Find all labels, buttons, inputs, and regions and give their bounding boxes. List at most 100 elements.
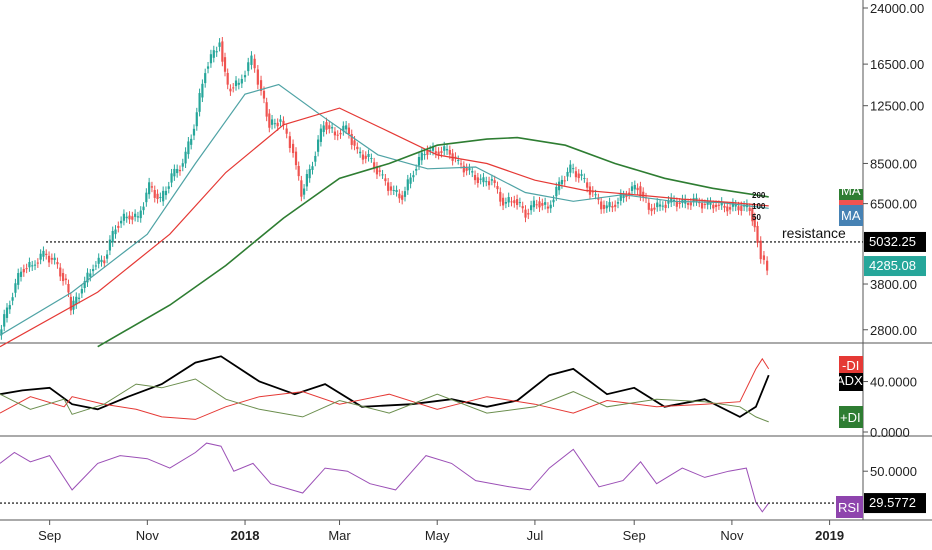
moving-average-200-line — [97, 136, 769, 348]
candle-body — [401, 195, 404, 200]
candle-body — [392, 189, 395, 191]
candle-body — [198, 93, 201, 112]
candle-body — [473, 174, 477, 181]
candle-body — [586, 182, 589, 188]
candle-body — [412, 175, 415, 178]
candle-body — [145, 192, 148, 203]
candle-body — [339, 132, 342, 135]
candle-body — [656, 202, 659, 208]
candle-body — [658, 204, 662, 207]
candle-body — [619, 193, 622, 201]
candle-body — [148, 182, 151, 195]
candle-body — [240, 78, 243, 84]
ma-legend-badge-text: MA — [841, 208, 861, 223]
candle-body — [39, 253, 42, 260]
candle-body — [347, 127, 351, 135]
candle-body — [253, 58, 256, 69]
candle-body — [429, 149, 432, 151]
candle-body — [628, 192, 631, 195]
candle-body — [558, 181, 561, 191]
candle-body — [89, 273, 92, 277]
candle-body — [448, 149, 451, 155]
candle-body — [751, 208, 754, 222]
candle-body — [300, 180, 303, 197]
candle-body — [555, 186, 558, 197]
candle-body — [150, 186, 154, 188]
price-panel[interactable]: resistance 200 100 50 — [0, 36, 863, 348]
ma-label-100: 100 — [752, 202, 766, 211]
candle-body — [181, 163, 184, 167]
candle-body — [342, 125, 345, 132]
candle-body — [142, 206, 145, 211]
candle-body — [672, 199, 676, 202]
candle-body — [625, 195, 628, 198]
candle-body — [465, 167, 468, 171]
candle-body — [131, 216, 134, 220]
candle-body — [134, 213, 137, 217]
candle-body — [731, 202, 735, 207]
candle-body — [153, 190, 156, 198]
candle-body — [743, 205, 746, 207]
candle-body — [759, 240, 762, 260]
candle-body — [499, 191, 502, 202]
candle-body — [647, 202, 650, 210]
candle-body — [740, 205, 743, 211]
candle-body — [636, 187, 639, 191]
candle-body — [642, 191, 645, 197]
candle-body — [443, 146, 446, 151]
rsi-tick-label: 50.0000 — [870, 464, 917, 479]
candle-body — [128, 215, 131, 220]
candle-body — [566, 171, 569, 177]
candle-body — [17, 273, 20, 285]
candle-body — [8, 305, 11, 310]
candle-body — [563, 180, 566, 182]
candle-body — [25, 268, 28, 270]
candle-body — [100, 259, 103, 263]
candle-body — [167, 186, 170, 189]
candle-body — [485, 181, 488, 183]
candle-body — [633, 184, 636, 190]
last-price-badge-text: 4285.08 — [869, 258, 916, 273]
dmi-adx-line — [0, 355, 770, 418]
candle-body — [305, 174, 308, 187]
plus-di-badge-text: +DI — [840, 410, 861, 425]
candle-body — [212, 50, 215, 58]
candle-body — [83, 281, 86, 289]
candle-body — [577, 173, 580, 179]
candle-body — [384, 178, 387, 182]
dmi-indicator-panel[interactable] — [0, 355, 770, 423]
candle-body — [308, 168, 311, 179]
candle-body — [766, 260, 769, 271]
candle-body — [572, 168, 575, 170]
candle-body — [317, 139, 320, 152]
candle-body — [294, 151, 298, 166]
time-tick-label: Sep — [38, 528, 61, 543]
candle-body — [479, 178, 482, 180]
candle-body — [667, 200, 670, 204]
candle-body — [218, 42, 221, 47]
candle-body — [510, 201, 513, 203]
candle-body — [762, 255, 766, 260]
rsi-indicator-panel[interactable] — [0, 442, 863, 513]
last-price-badge-box — [864, 256, 926, 277]
candle-body — [28, 262, 31, 268]
candle-body — [611, 205, 614, 208]
candle-body — [328, 125, 331, 129]
candle-body — [325, 122, 328, 130]
candle-body — [285, 128, 288, 134]
ma-label-200: 200 — [752, 191, 766, 200]
rsi-badge-box — [836, 496, 863, 518]
candle-body — [265, 102, 268, 117]
candle-body — [670, 197, 673, 203]
candle-body — [350, 133, 353, 145]
candle-body — [178, 169, 182, 172]
candle-body — [417, 157, 421, 166]
dmi-tick-label: 0.0000 — [870, 425, 910, 440]
price-tick-label: 8500.00 — [870, 156, 917, 171]
candle-body — [111, 230, 114, 243]
candle-body — [431, 146, 435, 151]
candle-body — [14, 283, 17, 293]
candle-body — [106, 254, 109, 259]
candle-body — [501, 197, 505, 206]
